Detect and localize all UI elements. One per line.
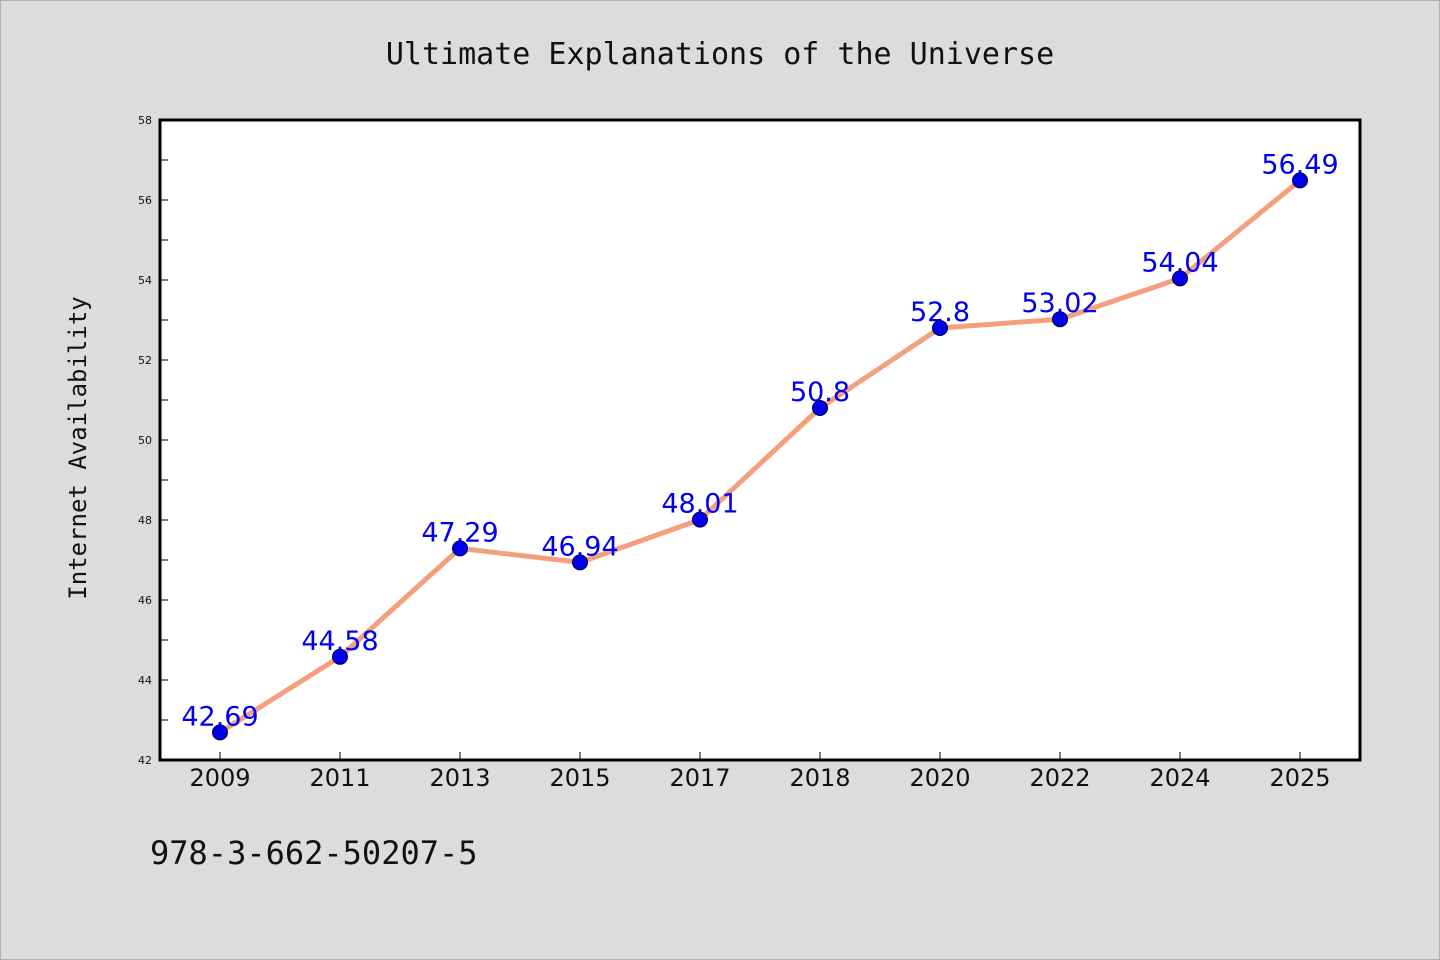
x-tick-label: 2015: [549, 764, 610, 792]
x-tick-label: 2024: [1149, 764, 1210, 792]
isbn-label: 978-3-662-50207-5: [150, 834, 478, 872]
data-label: 53.02: [1021, 288, 1098, 319]
series-line: [217, 177, 1303, 735]
x-tick-label: 2018: [789, 764, 850, 792]
y-tick-label: 44: [138, 674, 152, 687]
y-tick-label: 54: [138, 274, 152, 287]
y-axis-label: Internet Availability: [64, 296, 92, 599]
chart-title: Ultimate Explanations of the Universe: [386, 37, 1054, 72]
x-tick-label: 2009: [189, 764, 250, 792]
data-label: 47.29: [421, 517, 498, 548]
plot-frame: [158, 118, 1362, 762]
x-tick-label: 2013: [429, 764, 490, 792]
data-label: 44.58: [301, 626, 378, 657]
data-point: [932, 320, 948, 336]
data-label: 52.8: [910, 297, 970, 328]
x-tick-label: 2017: [669, 764, 730, 792]
y-axis-ticks: 42 44 46 48 50 52 54 56 58: [138, 114, 168, 767]
data-point: [812, 400, 828, 416]
data-label: 42.69: [181, 701, 258, 732]
x-tick-label: 2025: [1269, 764, 1330, 792]
x-axis-ticks: 2009 2011 2013 2015 2017 2018 2020 2022 2024 2025: [189, 752, 1331, 792]
data-label: 46.94: [541, 531, 618, 562]
data-point: [452, 540, 468, 557]
y-tick-label: 46: [138, 594, 152, 607]
data-point: [1052, 311, 1068, 328]
data-point: [332, 648, 348, 665]
data-point: [1172, 270, 1188, 287]
data-label: 54.04: [1141, 247, 1218, 278]
x-tick-label: 2011: [309, 764, 370, 792]
y-tick-label: 52: [138, 354, 152, 367]
data-label: 56.49: [1261, 149, 1338, 180]
x-tick-label: 2022: [1029, 764, 1090, 792]
data-labels: 42.69 44.58 47.29 46.94 48.01 50.8 52.8 53.02 54…: [181, 149, 1338, 732]
y-tick-label: 50: [138, 434, 152, 447]
y-tick-label: 42: [138, 754, 152, 767]
data-point: [692, 511, 708, 528]
data-point: [212, 724, 228, 741]
y-tick-label: 58: [138, 114, 152, 127]
data-label: 48.01: [661, 489, 738, 520]
data-point: [572, 554, 588, 571]
y-tick-label: 56: [138, 194, 152, 207]
data-point: [1292, 172, 1308, 189]
x-tick-label: 2020: [909, 764, 970, 792]
data-label: 50.8: [790, 377, 850, 408]
plot-area: [160, 120, 1360, 760]
data-markers: [212, 172, 1308, 741]
y-tick-label: 48: [138, 514, 152, 527]
